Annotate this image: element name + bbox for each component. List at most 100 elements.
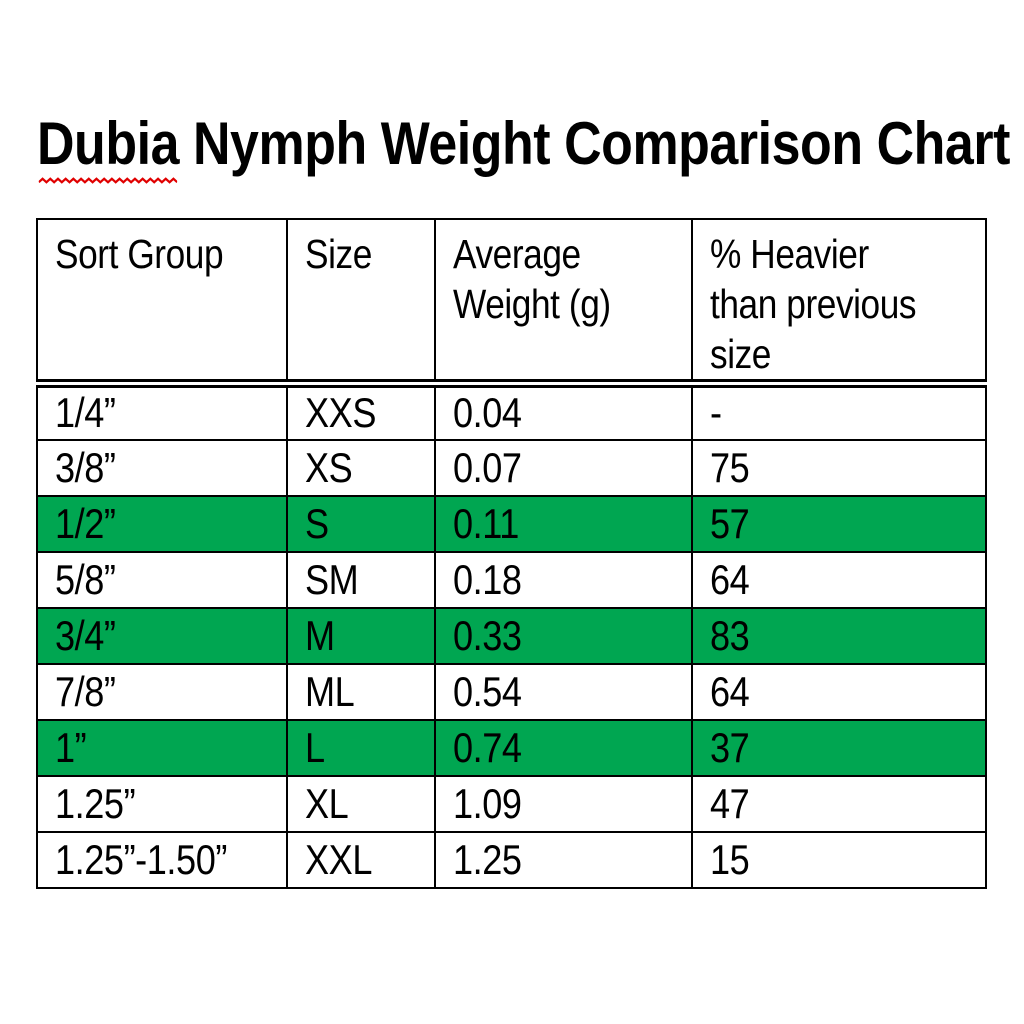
cell-value: 0.18 (453, 555, 522, 603)
table-cell-pct_heavier: - (691, 382, 987, 441)
cell-value: ML (305, 667, 355, 715)
table-cell-sort_group: 5/8” (36, 550, 288, 609)
column-header-sort_group: Sort Group (36, 218, 288, 388)
cell-value: 1.25”-1.50” (55, 835, 227, 883)
table-cell-size: XS (286, 438, 436, 497)
table-cell-pct_heavier: 83 (691, 606, 987, 665)
table-header-row: Sort Group Size Average Weight (g) % Heavie… (36, 218, 987, 388)
table-cell-size: SM (286, 550, 436, 609)
table-row: 1/2” S 0.11 57 (36, 494, 987, 553)
column-header-label: % Heavier than previous size (710, 231, 917, 377)
cell-value: XS (305, 443, 353, 491)
table-cell-size: L (286, 718, 436, 777)
cell-value: 0.11 (453, 499, 519, 547)
table-cell-pct_heavier: 57 (691, 494, 987, 553)
cell-value: S (305, 499, 329, 547)
cell-value: SM (305, 555, 359, 603)
table-cell-sort_group: 1.25” (36, 774, 288, 833)
column-header-pct_heavier: % Heavier than previous size (691, 218, 987, 388)
table-cell-sort_group: 3/4” (36, 606, 288, 665)
table-cell-pct_heavier: 64 (691, 550, 987, 609)
spellcheck-squiggle-icon (38, 177, 178, 184)
cell-value: 1.25” (55, 779, 136, 827)
table-cell-avg_weight: 0.33 (434, 606, 693, 665)
cell-value: 1/2” (55, 499, 116, 547)
table-cell-pct_heavier: 75 (691, 438, 987, 497)
table-cell-sort_group: 1/4” (36, 382, 288, 441)
cell-value: 0.07 (453, 443, 522, 491)
table-row: 1” L 0.74 37 (36, 718, 987, 777)
table-cell-size: XXS (286, 382, 436, 441)
table-row: 1.25” XL 1.09 47 (36, 774, 987, 833)
cell-value: 7/8” (55, 667, 116, 715)
cell-value: 83 (710, 611, 750, 659)
cell-value: 1.25 (453, 835, 522, 883)
table-cell-sort_group: 3/8” (36, 438, 288, 497)
cell-value: 3/4” (55, 611, 116, 659)
page-title: Dubia Nymph Weight Comparison Chart (37, 110, 1010, 184)
table-cell-pct_heavier: 47 (691, 774, 987, 833)
table-cell-size: XL (286, 774, 436, 833)
table-cell-avg_weight: 1.09 (434, 774, 693, 833)
table-row: 3/4” M 0.33 83 (36, 606, 987, 665)
table-row: 5/8” SM 0.18 64 (36, 550, 987, 609)
title-rest-text: Nymph Weight Comparison Chart (179, 110, 1010, 177)
weight-comparison-table: Sort Group Size Average Weight (g) % Heavie… (36, 218, 987, 889)
cell-value: 75 (710, 443, 750, 491)
table-cell-avg_weight: 0.18 (434, 550, 693, 609)
cell-value: 1” (55, 723, 87, 771)
table-cell-sort_group: 7/8” (36, 662, 288, 721)
table-cell-size: XXL (286, 830, 436, 889)
spellcheck-squiggle-path (38, 177, 178, 184)
cell-value: 0.54 (453, 667, 522, 715)
table-header: Sort Group Size Average Weight (g) % Heavie… (36, 218, 987, 388)
cell-value: XXL (305, 835, 372, 883)
column-header-label: Average Weight (g) (453, 231, 611, 327)
cell-value: XXS (305, 389, 376, 437)
cell-value: 37 (710, 723, 750, 771)
table-row: 7/8” ML 0.54 64 (36, 662, 987, 721)
table-cell-pct_heavier: 15 (691, 830, 987, 889)
table-cell-avg_weight: 0.07 (434, 438, 693, 497)
table-cell-pct_heavier: 37 (691, 718, 987, 777)
cell-value: 57 (710, 499, 750, 547)
cell-value: 0.04 (453, 389, 522, 437)
column-header-size: Size (286, 218, 436, 388)
misspelled-word-text: Dubia (37, 110, 180, 177)
table-row: 1.25”-1.50” XXL 1.25 15 (36, 830, 987, 889)
table-cell-avg_weight: 0.74 (434, 718, 693, 777)
table-cell-pct_heavier: 64 (691, 662, 987, 721)
cell-value: 5/8” (55, 555, 116, 603)
table-cell-avg_weight: 0.04 (434, 382, 693, 441)
table-row: 3/8” XS 0.07 75 (36, 438, 987, 497)
column-header-avg_weight: Average Weight (g) (434, 218, 693, 388)
cell-value: 0.74 (453, 723, 522, 771)
table-cell-size: M (286, 606, 436, 665)
cell-value: - (710, 389, 722, 437)
table-cell-avg_weight: 0.11 (434, 494, 693, 553)
table-cell-avg_weight: 1.25 (434, 830, 693, 889)
table-body: 1/4” XXS 0.04 - 3/8” XS 0.07 75 1/2” S 0.11 57 5/8” S… (36, 382, 987, 889)
table-row: 1/4” XXS 0.04 - (36, 382, 987, 441)
table-cell-avg_weight: 0.54 (434, 662, 693, 721)
table-cell-sort_group: 1.25”-1.50” (36, 830, 288, 889)
cell-value: 3/8” (55, 443, 116, 491)
table-cell-size: ML (286, 662, 436, 721)
table-cell-sort_group: 1” (36, 718, 288, 777)
cell-value: 15 (710, 835, 750, 883)
cell-value: XL (305, 779, 349, 827)
cell-value: 64 (710, 667, 750, 715)
cell-value: 0.33 (453, 611, 522, 659)
column-header-label: Size (305, 231, 372, 277)
cell-value: 1/4” (55, 389, 116, 437)
misspelled-word: Dubia (37, 110, 180, 184)
cell-value: 1.09 (453, 779, 522, 827)
table-cell-size: S (286, 494, 436, 553)
table-cell-sort_group: 1/2” (36, 494, 288, 553)
cell-value: 47 (710, 779, 750, 827)
cell-value: M (305, 611, 335, 659)
cell-value: L (305, 723, 325, 771)
cell-value: 64 (710, 555, 750, 603)
column-header-label: Sort Group (55, 231, 224, 277)
